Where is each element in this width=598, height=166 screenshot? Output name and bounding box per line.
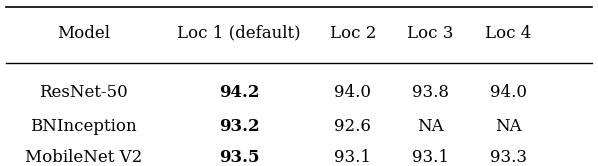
Text: ResNet-50: ResNet-50 — [39, 84, 128, 101]
Text: 94.0: 94.0 — [334, 84, 371, 101]
Text: 92.6: 92.6 — [334, 118, 371, 135]
Text: 93.1: 93.1 — [334, 149, 371, 166]
Text: 93.8: 93.8 — [412, 84, 449, 101]
Text: NA: NA — [417, 118, 444, 135]
Text: Loc 4: Loc 4 — [485, 25, 532, 42]
Text: 93.3: 93.3 — [490, 149, 527, 166]
Text: Loc 2: Loc 2 — [329, 25, 376, 42]
Text: 93.1: 93.1 — [412, 149, 449, 166]
Text: BNInception: BNInception — [30, 118, 137, 135]
Text: 94.0: 94.0 — [490, 84, 527, 101]
Text: 93.5: 93.5 — [219, 149, 260, 166]
Text: Loc 3: Loc 3 — [407, 25, 454, 42]
Text: Model: Model — [57, 25, 110, 42]
Text: 93.2: 93.2 — [219, 118, 260, 135]
Text: MobileNet V2: MobileNet V2 — [25, 149, 142, 166]
Text: 94.2: 94.2 — [219, 84, 260, 101]
Text: Loc 1 (default): Loc 1 (default) — [178, 25, 301, 42]
Text: NA: NA — [495, 118, 521, 135]
